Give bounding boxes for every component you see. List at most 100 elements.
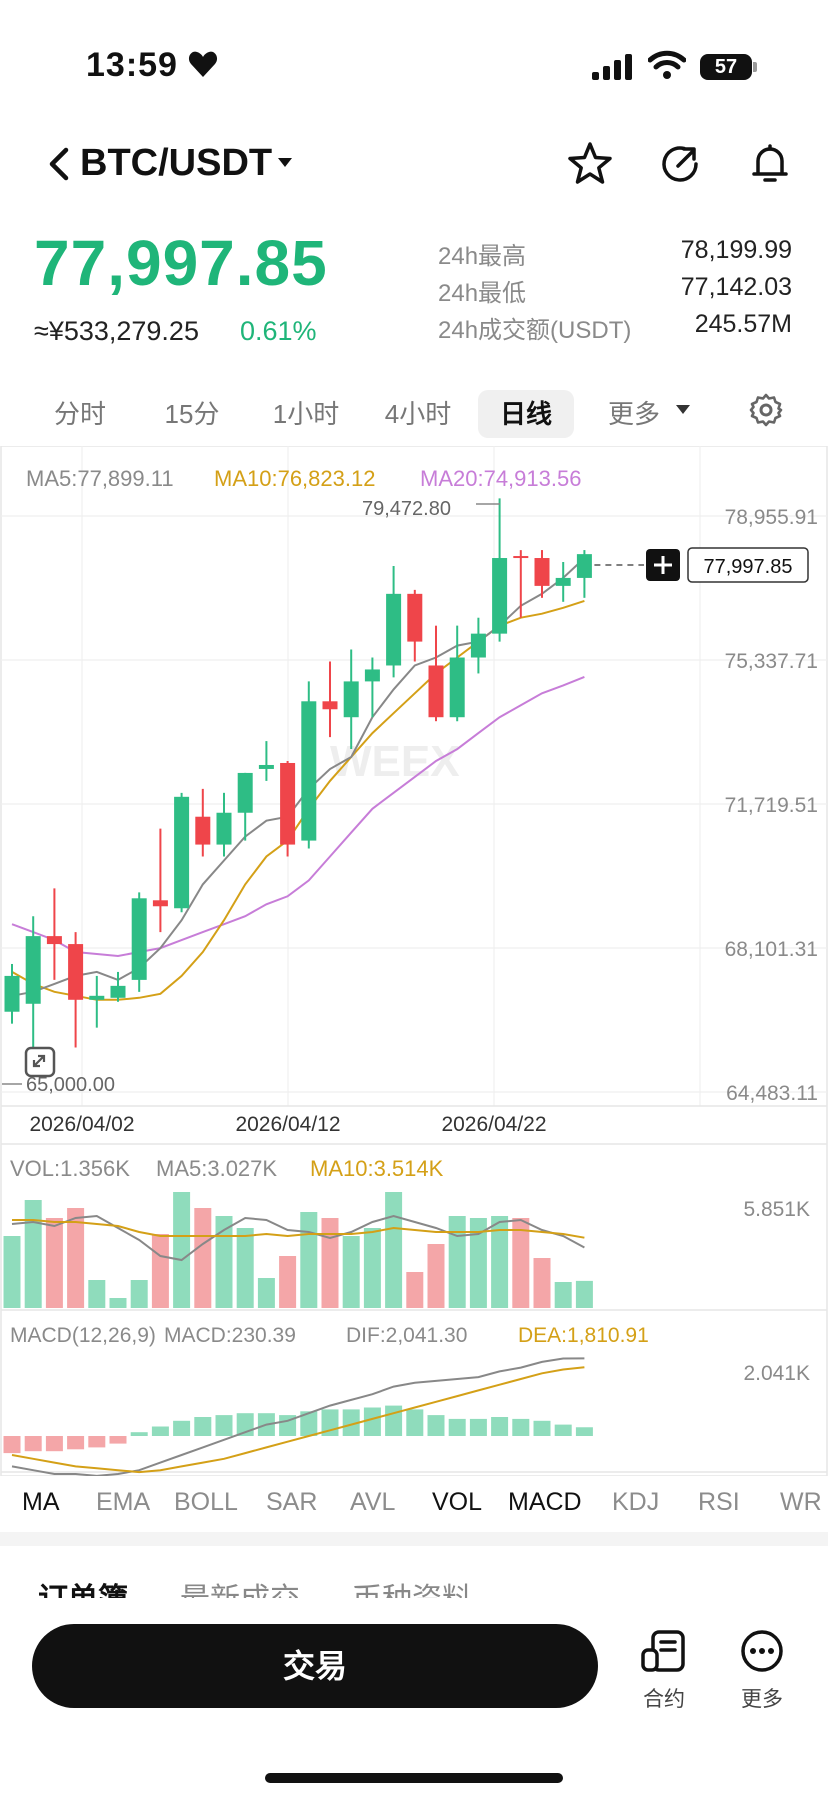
macd-params: MACD(12,26,9) xyxy=(10,1324,156,1347)
macd-hist-bar xyxy=(45,1436,63,1452)
detail-tabs: 订单簿 最新成交 币种资料 xyxy=(0,1560,828,1600)
ma20-legend: MA20:74,913.56 xyxy=(420,466,581,491)
candle-body xyxy=(513,556,529,559)
candle-body xyxy=(534,558,550,586)
vol-ma5-line xyxy=(11,1214,585,1262)
tf-tab-4h[interactable]: 4小时 xyxy=(384,399,452,429)
back-arrow-icon[interactable] xyxy=(44,144,74,184)
candle-body xyxy=(576,554,592,578)
macd-hist-bar xyxy=(130,1432,148,1436)
stat-turnover-value: 245.57M xyxy=(694,310,792,338)
x-tick-label: 2026/04/12 xyxy=(235,1113,340,1136)
ma10-line xyxy=(11,599,585,1001)
candle-body xyxy=(343,681,359,718)
more-dots-icon xyxy=(741,1630,783,1672)
candle-body xyxy=(364,669,380,682)
candle-body xyxy=(131,898,147,980)
candle-body xyxy=(470,633,486,658)
volume-bar xyxy=(363,1228,381,1308)
volume-bar xyxy=(194,1208,212,1308)
pair-selector[interactable]: BTC/USDT xyxy=(80,142,273,184)
ind-tab-boll[interactable]: BOLL xyxy=(174,1488,238,1516)
tf-tab-daily[interactable]: 日线 xyxy=(478,390,574,438)
kline-chart[interactable]: WEEX MA5:77,899.11 MA10:76,823.12 MA20:7… xyxy=(0,446,828,1476)
vol-ma10-line xyxy=(12,1219,585,1239)
volume-bar xyxy=(173,1192,191,1308)
volume-bar xyxy=(257,1278,275,1308)
volume-bar xyxy=(236,1228,254,1308)
volume-bar xyxy=(342,1236,360,1308)
candle-body xyxy=(152,900,168,907)
volume-bar xyxy=(427,1244,445,1308)
contract-button[interactable]: 合约 xyxy=(624,1628,704,1713)
battery-cap xyxy=(753,62,757,72)
macd-hist-bar xyxy=(300,1411,318,1436)
bell-icon[interactable] xyxy=(746,140,794,188)
volume-bar xyxy=(491,1216,509,1308)
ma5-line xyxy=(11,557,586,997)
share-icon[interactable] xyxy=(656,140,704,188)
caret-down-icon[interactable] xyxy=(676,405,690,414)
volume-bar xyxy=(3,1236,21,1308)
stat-high-value: 78,199.99 xyxy=(680,236,792,264)
volume-bar xyxy=(554,1282,572,1308)
volume-bar xyxy=(512,1218,530,1308)
volume-bar xyxy=(300,1212,318,1308)
candle-body xyxy=(110,985,126,998)
tab-coin-info[interactable]: 币种资料 xyxy=(352,1583,472,1600)
high-marker: 79,472.80 xyxy=(362,498,451,520)
macd-hist-bar xyxy=(385,1405,403,1436)
signal-icon xyxy=(592,54,632,80)
stat-low-value: 77,142.03 xyxy=(680,273,792,301)
tf-tab-1h[interactable]: 1小时 xyxy=(272,399,340,429)
dif-legend: DIF:2,041.30 xyxy=(346,1324,467,1347)
tab-order-book[interactable]: 订单簿 xyxy=(38,1583,128,1600)
macd-hist-bar xyxy=(88,1436,106,1448)
tab-latest-trades[interactable]: 最新成交 xyxy=(180,1583,300,1600)
price-cny: ≈¥533,279.25 xyxy=(34,316,199,346)
more-button[interactable]: 更多 xyxy=(722,1628,802,1713)
tf-tab-time[interactable]: 分时 xyxy=(53,399,106,429)
dif-line xyxy=(11,1357,585,1476)
tf-tab-15m[interactable]: 15分 xyxy=(164,399,220,429)
candle-body xyxy=(386,593,402,666)
fullscreen-icon[interactable] xyxy=(24,1046,56,1078)
ind-tab-rsi[interactable]: RSI xyxy=(698,1488,740,1516)
watermark: WEEX xyxy=(330,737,460,786)
status-bar: 13:59 57 xyxy=(0,0,828,120)
vol-ma10-legend: MA10:3.514K xyxy=(310,1156,444,1181)
caret-down-icon[interactable] xyxy=(278,158,292,167)
ind-tab-sar[interactable]: SAR xyxy=(266,1488,318,1516)
tf-tab-more[interactable]: 更多 xyxy=(607,399,660,429)
ind-tab-ema[interactable]: EMA xyxy=(96,1488,151,1516)
ind-tab-macd[interactable]: MACD xyxy=(508,1488,582,1516)
stat-low-label: 24h最低 xyxy=(438,280,527,307)
ind-tab-avl[interactable]: AVL xyxy=(350,1488,396,1516)
gear-icon[interactable] xyxy=(748,392,784,428)
dea-legend: DEA:1,810.91 xyxy=(518,1324,649,1347)
candle-body xyxy=(216,812,232,845)
trade-button[interactable]: 交易 xyxy=(32,1624,598,1708)
ind-tab-ma[interactable]: MA xyxy=(22,1488,60,1516)
volume-bar xyxy=(88,1280,106,1308)
macd-hist-bar xyxy=(194,1417,212,1436)
candle-body xyxy=(89,995,105,1000)
volume-bar xyxy=(151,1234,169,1308)
chart-canvas[interactable]: WEEX MA5:77,899.11 MA10:76,823.12 MA20:7… xyxy=(0,446,828,1476)
ind-tab-vol[interactable]: VOL xyxy=(432,1488,483,1516)
ind-tab-kdj[interactable]: KDJ xyxy=(612,1488,660,1516)
last-price-tag-text: 77,997.85 xyxy=(704,556,793,578)
vol-legend: VOL:1.356K xyxy=(10,1156,130,1181)
macd-hist-bar xyxy=(512,1418,530,1436)
volume-bar xyxy=(130,1280,148,1308)
volume-bar xyxy=(215,1216,233,1308)
star-icon[interactable] xyxy=(566,140,614,188)
ind-tab-wr[interactable]: WR xyxy=(780,1488,822,1516)
candle-body xyxy=(237,772,253,813)
ma20-line xyxy=(11,675,585,958)
volume-bar xyxy=(575,1280,593,1308)
macd-hist-bar xyxy=(427,1415,445,1436)
home-indicator xyxy=(265,1773,563,1783)
candle-body xyxy=(195,816,211,845)
candle-body xyxy=(25,936,41,1004)
